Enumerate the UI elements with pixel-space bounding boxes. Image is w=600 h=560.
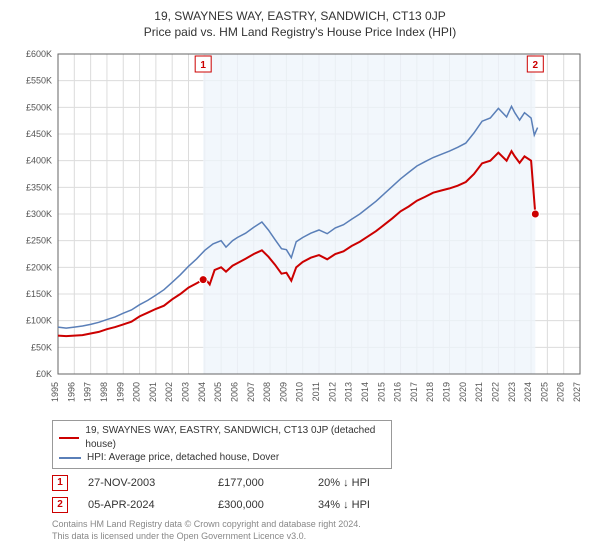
legend-box: 19, SWAYNES WAY, EASTRY, SANDWICH, CT13 … xyxy=(52,420,392,469)
svg-text:2005: 2005 xyxy=(213,382,223,402)
svg-text:£100K: £100K xyxy=(26,316,52,326)
legend-label: HPI: Average price, detached house, Dove… xyxy=(87,451,279,465)
marker-badge: 1 xyxy=(52,475,68,491)
marker-date: 27-NOV-2003 xyxy=(88,477,198,489)
svg-text:2009: 2009 xyxy=(278,382,288,402)
svg-text:2016: 2016 xyxy=(393,382,403,402)
title-line-1: 19, SWAYNES WAY, EASTRY, SANDWICH, CT13 … xyxy=(10,8,590,24)
legend-row: HPI: Average price, detached house, Dove… xyxy=(59,451,385,465)
svg-text:2021: 2021 xyxy=(474,382,484,402)
svg-text:£50K: £50K xyxy=(31,343,52,353)
svg-text:2000: 2000 xyxy=(132,382,142,402)
footer-line-1: Contains HM Land Registry data © Crown c… xyxy=(52,519,590,531)
svg-text:2015: 2015 xyxy=(376,382,386,402)
marker-price: £177,000 xyxy=(218,477,298,489)
svg-text:£150K: £150K xyxy=(26,289,52,299)
legend-swatch xyxy=(59,457,81,459)
svg-text:1996: 1996 xyxy=(66,382,76,402)
title-line-2: Price paid vs. HM Land Registry's House … xyxy=(10,24,590,40)
legend-row: 19, SWAYNES WAY, EASTRY, SANDWICH, CT13 … xyxy=(59,424,385,451)
marker-price: £300,000 xyxy=(218,499,298,511)
svg-text:2004: 2004 xyxy=(197,382,207,402)
svg-text:2027: 2027 xyxy=(572,382,582,402)
footer-attribution: Contains HM Land Registry data © Crown c… xyxy=(52,519,590,542)
svg-text:£600K: £600K xyxy=(26,49,52,59)
marker-date: 05-APR-2024 xyxy=(88,499,198,511)
svg-text:2011: 2011 xyxy=(311,382,321,401)
svg-text:1998: 1998 xyxy=(99,382,109,402)
svg-text:2024: 2024 xyxy=(523,382,533,402)
chart-container: 19, SWAYNES WAY, EASTRY, SANDWICH, CT13 … xyxy=(0,0,600,560)
svg-text:2013: 2013 xyxy=(344,382,354,402)
svg-text:2020: 2020 xyxy=(458,382,468,402)
svg-text:£200K: £200K xyxy=(26,263,52,273)
svg-text:1997: 1997 xyxy=(83,382,93,402)
svg-text:£400K: £400K xyxy=(26,156,52,166)
svg-text:£450K: £450K xyxy=(26,129,52,139)
marker-table-row: 1 27-NOV-2003 £177,000 20% ↓ HPI xyxy=(52,475,590,491)
footer-line-2: This data is licensed under the Open Gov… xyxy=(52,531,590,543)
svg-text:2003: 2003 xyxy=(181,382,191,402)
line-chart-svg: £0K £50K £100K £150K £200K £250K £300K £350K £40… xyxy=(10,44,590,414)
svg-text:2007: 2007 xyxy=(246,382,256,402)
svg-text:2002: 2002 xyxy=(164,382,174,402)
marker-pct: 20% ↓ HPI xyxy=(318,477,428,489)
svg-text:2019: 2019 xyxy=(442,382,452,402)
legend-swatch xyxy=(59,437,79,439)
svg-text:2010: 2010 xyxy=(295,382,305,402)
svg-text:1: 1 xyxy=(200,60,206,71)
svg-text:£350K: £350K xyxy=(26,183,52,193)
svg-text:2014: 2014 xyxy=(360,382,370,402)
svg-text:2017: 2017 xyxy=(409,382,419,402)
marker-pct: 34% ↓ HPI xyxy=(318,499,428,511)
svg-text:£0K: £0K xyxy=(36,369,52,379)
legend-label: 19, SWAYNES WAY, EASTRY, SANDWICH, CT13 … xyxy=(85,424,385,451)
svg-text:2025: 2025 xyxy=(539,382,549,402)
svg-text:2008: 2008 xyxy=(262,382,272,402)
marker-table: 1 27-NOV-2003 £177,000 20% ↓ HPI 2 05-APR-202… xyxy=(52,475,590,513)
svg-text:£550K: £550K xyxy=(26,76,52,86)
chart-area: £0K £50K £100K £150K £200K £250K £300K £350K £40… xyxy=(10,44,590,414)
svg-text:2018: 2018 xyxy=(425,382,435,402)
svg-text:1995: 1995 xyxy=(50,382,60,402)
marker-table-row: 2 05-APR-2024 £300,000 34% ↓ HPI xyxy=(52,497,590,513)
svg-text:1999: 1999 xyxy=(115,382,125,402)
svg-text:2012: 2012 xyxy=(327,382,337,402)
svg-text:2006: 2006 xyxy=(229,382,239,402)
marker-dot-1 xyxy=(199,276,207,284)
svg-text:2001: 2001 xyxy=(148,382,158,402)
marker-dot-2 xyxy=(531,210,539,218)
svg-text:2022: 2022 xyxy=(490,382,500,402)
svg-text:£250K: £250K xyxy=(26,236,52,246)
svg-text:£300K: £300K xyxy=(26,209,52,219)
marker-badge: 2 xyxy=(52,497,68,513)
svg-text:2026: 2026 xyxy=(556,382,566,402)
svg-text:2: 2 xyxy=(533,60,539,71)
svg-text:£500K: £500K xyxy=(26,103,52,113)
svg-text:2023: 2023 xyxy=(507,382,517,402)
